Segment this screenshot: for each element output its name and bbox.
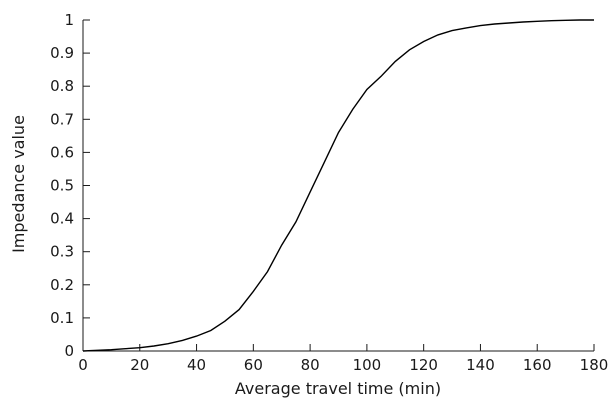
x-tick-label: 80 — [301, 356, 320, 374]
y-axis-title: Impedance value — [9, 115, 28, 253]
x-tick-label: 140 — [466, 356, 495, 374]
series-line — [82, 19, 594, 352]
x-tick-label: 100 — [353, 356, 382, 374]
y-tick-label: 0 — [64, 342, 74, 360]
x-tick-label: 120 — [409, 356, 438, 374]
y-tick-label: 0.1 — [50, 309, 74, 327]
x-tick-label: 20 — [130, 356, 149, 374]
x-axis-title: Average travel time (min) — [235, 379, 441, 398]
y-tick-label: 0.3 — [50, 243, 74, 261]
y-tick-label: 0.6 — [50, 143, 74, 161]
y-tick-label: 0.5 — [50, 177, 74, 195]
y-tick-label: 0.7 — [50, 110, 74, 128]
x-tick-label: 180 — [580, 356, 609, 374]
y-tick-label: 0.2 — [50, 276, 74, 294]
x-tick-label: 160 — [523, 356, 552, 374]
y-tick-label: 0.4 — [50, 210, 74, 228]
y-tick-label: 0.8 — [50, 77, 74, 95]
y-tick-label: 1 — [64, 11, 74, 29]
y-tick-label: 0.9 — [50, 44, 74, 62]
x-tick-label: 40 — [187, 356, 206, 374]
plot-area: 0 0.1 0.2 0.3 0.4 0.5 0.6 0.7 0.8 0.9 1 0 20 40 60 80 10… — [50, 11, 608, 374]
x-tick-label: 60 — [244, 356, 263, 374]
x-tick-label: 0 — [78, 356, 88, 374]
